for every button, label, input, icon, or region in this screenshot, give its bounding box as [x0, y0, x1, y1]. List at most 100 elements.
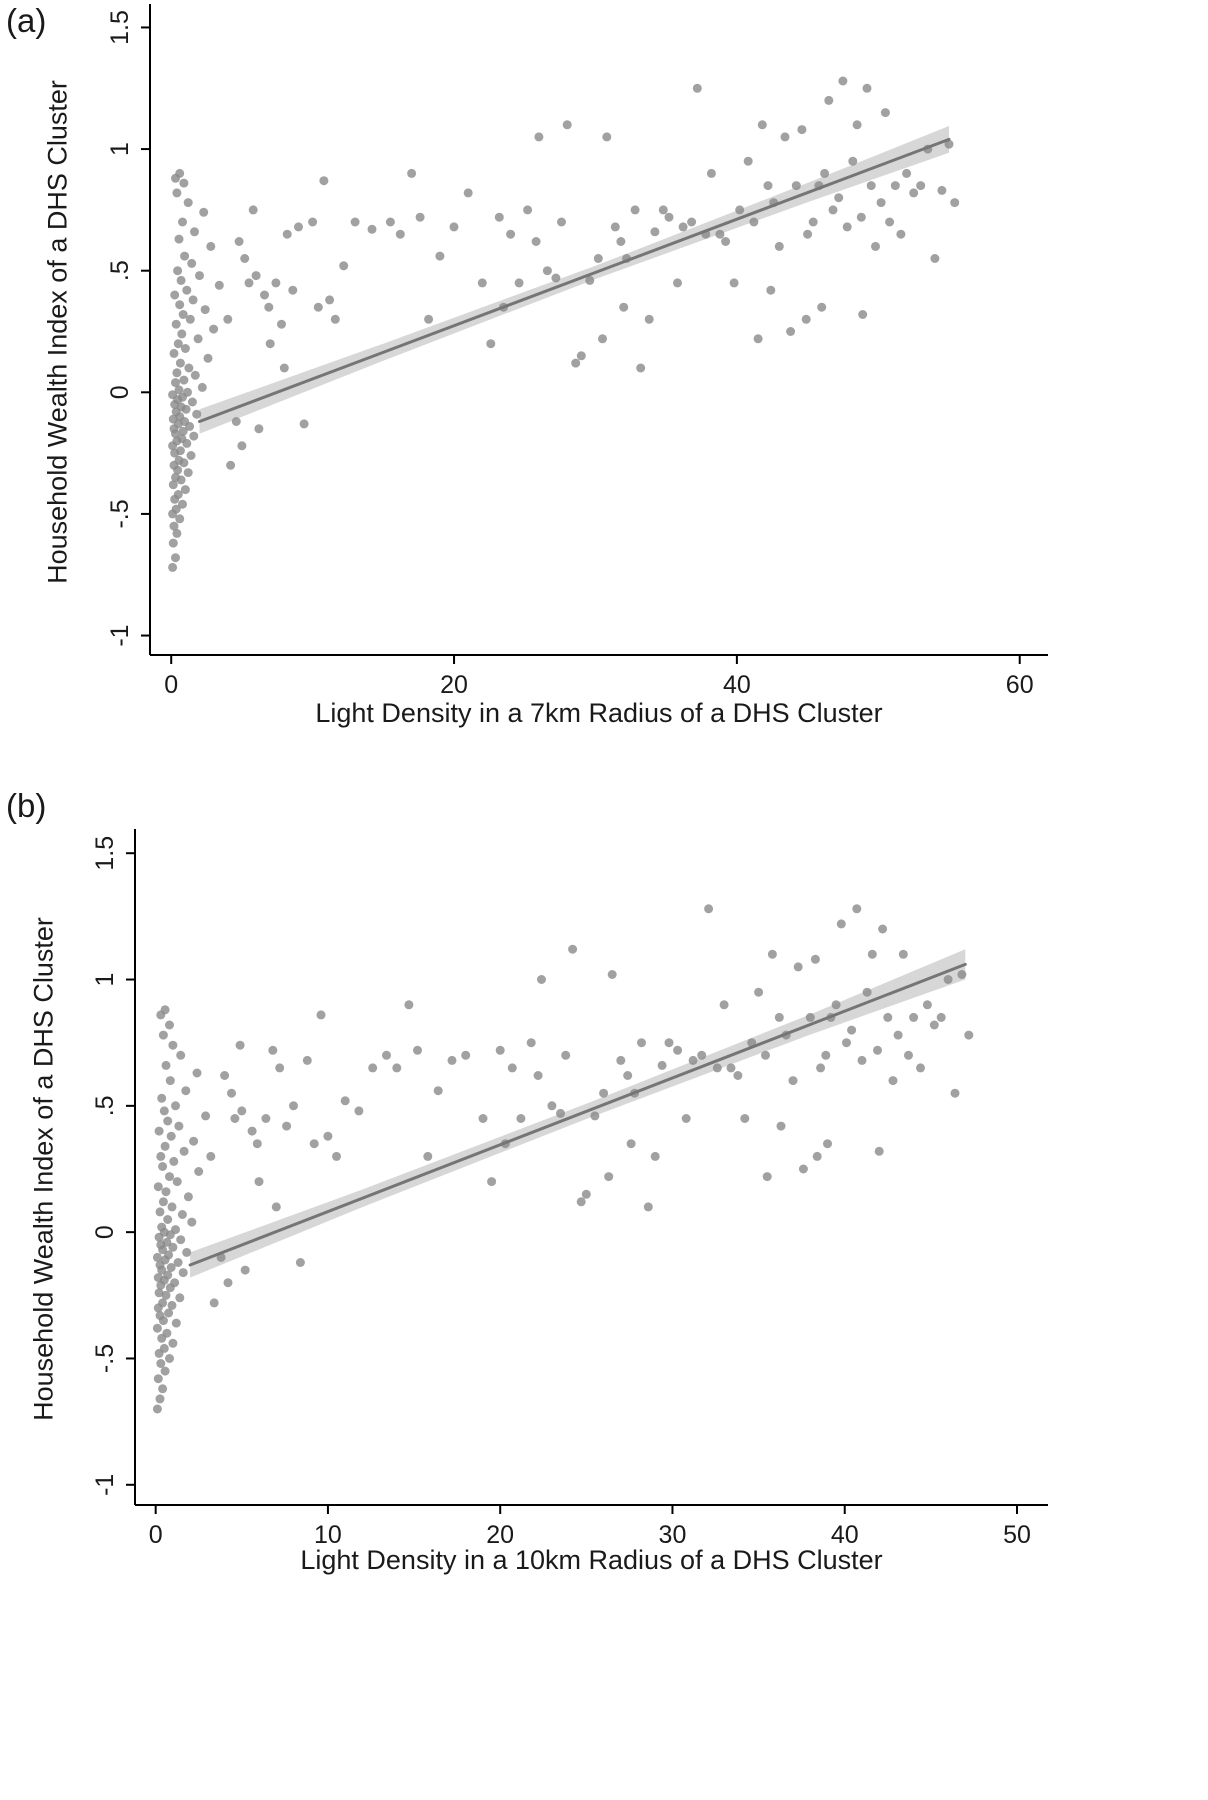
data-point [733, 1071, 743, 1080]
data-point [153, 1374, 163, 1384]
scatter-points [168, 76, 960, 572]
data-point [169, 521, 179, 531]
data-point [244, 278, 254, 288]
data-point [650, 1151, 660, 1161]
data-point [159, 1106, 169, 1116]
scatter-points [152, 904, 974, 1414]
x-tick-label: 0 [149, 1521, 163, 1549]
data-point [161, 1060, 171, 1070]
data-point [316, 1010, 326, 1020]
data-point [172, 528, 182, 538]
data-point [542, 266, 552, 276]
data-point [252, 1139, 262, 1149]
figure-a: 0 20 40 60 -1 -.5 0 .5 1 1.5 (a) Household Wealth… [0, 0, 1208, 745]
data-point [160, 1005, 170, 1015]
data-point [721, 237, 731, 246]
data-point [226, 460, 236, 470]
data-point [234, 237, 244, 246]
data-point [816, 1063, 826, 1073]
data-point [171, 319, 181, 329]
data-point [157, 1093, 167, 1103]
data-point [339, 261, 349, 271]
data-point [209, 1298, 219, 1308]
data-point [323, 1131, 333, 1141]
data-point [576, 1197, 586, 1207]
data-point [188, 295, 198, 305]
data-point [704, 904, 714, 914]
data-point [203, 353, 213, 363]
data-point [176, 1050, 186, 1060]
data-point [237, 441, 247, 451]
data-point [166, 1263, 176, 1272]
data-point [160, 1366, 170, 1376]
data-point [240, 1265, 250, 1275]
data-point [774, 241, 784, 251]
data-point [177, 1210, 187, 1219]
data-point [265, 339, 275, 349]
data-point [909, 1012, 919, 1022]
data-point [164, 1308, 174, 1318]
data-point [282, 229, 292, 239]
data-point [152, 1252, 162, 1262]
data-point [166, 1131, 176, 1141]
data-point [557, 217, 566, 227]
data-point [176, 1235, 186, 1245]
data-point [206, 241, 216, 251]
data-point [477, 278, 487, 288]
y-tick-label: -1 [106, 624, 134, 646]
data-point [175, 300, 185, 310]
data-point [678, 222, 688, 232]
data-point [494, 212, 504, 222]
data-point [168, 1338, 178, 1348]
data-point [254, 1177, 264, 1187]
data-point [179, 375, 189, 385]
data-point [415, 212, 425, 222]
data-point [180, 344, 190, 353]
data-point [936, 1012, 946, 1022]
data-point [261, 1114, 271, 1123]
data-point [740, 1114, 750, 1123]
data-point [687, 217, 697, 227]
data-point [227, 1088, 236, 1098]
data-point [189, 1136, 199, 1146]
x-axis-title-a: Light Density in a 7km Radius of a DHS C… [315, 698, 883, 728]
data-point [957, 970, 967, 979]
data-point [780, 132, 790, 142]
data-point [197, 382, 207, 392]
y-tick-label: 1.5 [91, 836, 119, 871]
data-point [277, 319, 286, 329]
data-point [177, 434, 187, 443]
data-point [568, 944, 578, 954]
data-point [159, 1343, 169, 1353]
data-point [673, 278, 682, 288]
data-point [658, 205, 668, 215]
data-point [852, 120, 862, 130]
data-point [179, 1146, 189, 1156]
data-point [888, 1076, 898, 1086]
data-point [766, 285, 776, 295]
data-point [178, 499, 187, 509]
data-point [688, 1055, 698, 1065]
data-point [153, 1182, 163, 1192]
data-point [657, 1060, 667, 1070]
chart-a-svg: 0 20 40 60 -1 -.5 0 .5 1 1.5 [106, 4, 1048, 699]
y-tick-label: 1.5 [106, 10, 134, 45]
data-point [230, 1114, 240, 1123]
data-point [171, 553, 180, 563]
data-point [168, 1040, 178, 1050]
data-point [340, 1096, 350, 1106]
data-point [842, 1038, 851, 1048]
data-point [168, 538, 178, 548]
data-point [858, 310, 868, 319]
data-point [260, 290, 269, 300]
data-point [706, 168, 716, 178]
data-point [602, 132, 612, 142]
data-point [368, 1063, 378, 1073]
data-point [180, 485, 190, 495]
data-point [158, 1030, 168, 1040]
data-point [623, 1071, 633, 1080]
data-point [930, 254, 940, 263]
data-point [774, 1012, 784, 1022]
data-point [898, 949, 908, 959]
data-point [729, 278, 739, 288]
